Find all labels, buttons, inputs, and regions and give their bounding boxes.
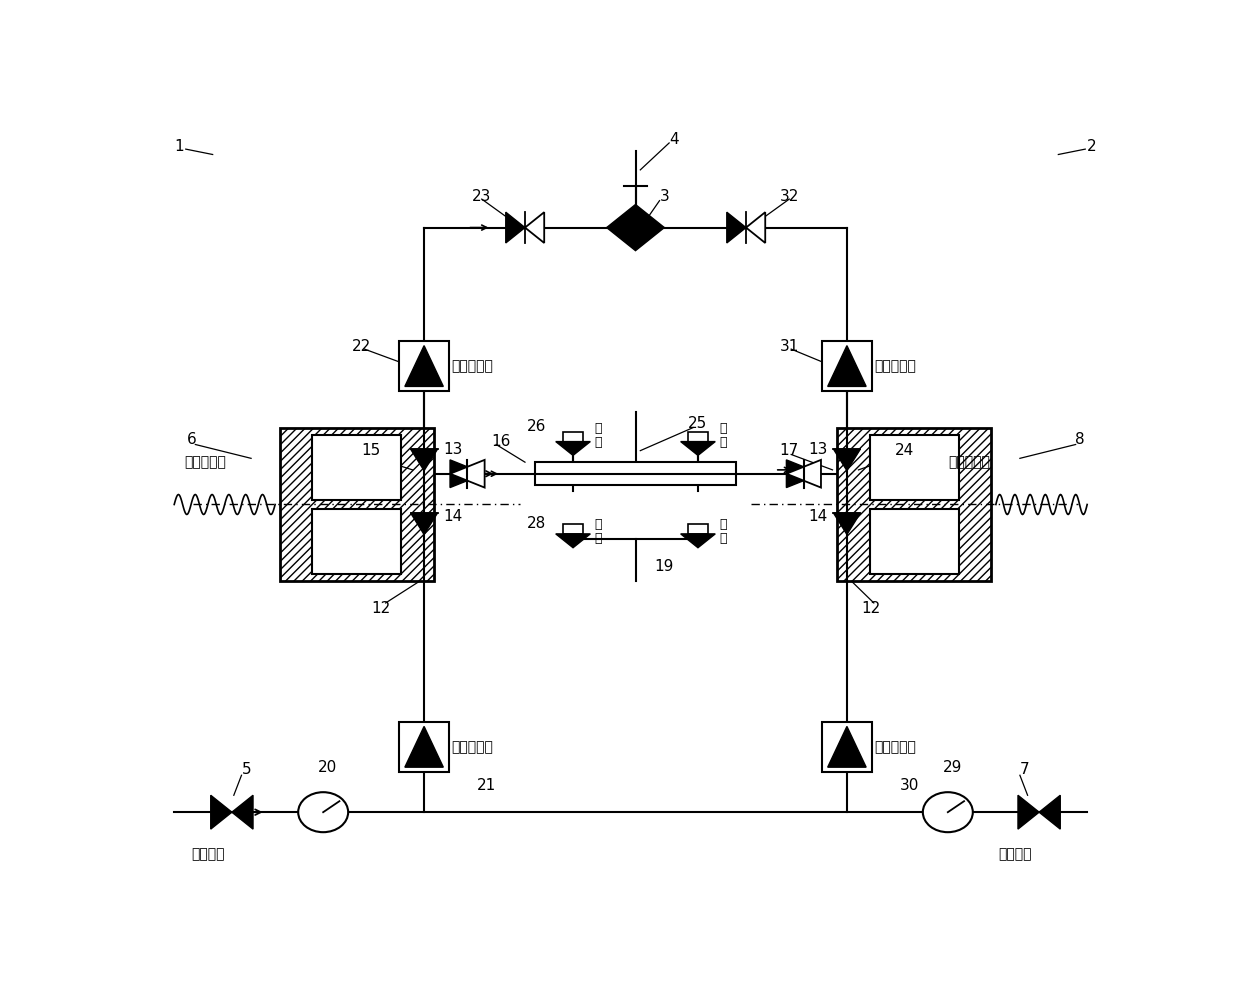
Text: 常
开: 常 开	[719, 422, 727, 449]
Text: 15: 15	[362, 444, 381, 459]
Text: 2: 2	[1087, 139, 1097, 154]
Polygon shape	[828, 726, 866, 767]
Polygon shape	[828, 346, 866, 387]
Text: 14: 14	[443, 508, 463, 523]
Bar	[822, 722, 872, 772]
Text: 23: 23	[472, 189, 491, 205]
Text: 12: 12	[371, 600, 391, 615]
Text: 左路总阀: 左路总阀	[191, 847, 224, 861]
Bar	[869, 436, 959, 500]
Text: 21: 21	[477, 778, 496, 793]
Text: 8: 8	[1075, 432, 1084, 447]
Polygon shape	[556, 442, 590, 456]
Polygon shape	[450, 460, 485, 488]
Text: 一级减压阀: 一级减压阀	[874, 740, 915, 754]
Text: 13: 13	[443, 442, 463, 457]
Circle shape	[923, 792, 973, 832]
Text: 29: 29	[942, 760, 962, 775]
Text: 31: 31	[780, 340, 799, 355]
Text: 二级减压阀: 二级减压阀	[451, 359, 492, 373]
Text: 25: 25	[688, 417, 708, 432]
Bar	[534, 463, 737, 486]
Polygon shape	[232, 795, 253, 829]
Text: 一级减压阀: 一级减压阀	[451, 740, 492, 754]
Bar	[399, 722, 449, 772]
Text: 32: 32	[780, 189, 799, 205]
Polygon shape	[606, 205, 665, 228]
Polygon shape	[746, 212, 765, 243]
Polygon shape	[833, 512, 861, 534]
Text: 24: 24	[895, 444, 914, 459]
Text: 17: 17	[780, 444, 799, 459]
Text: 3: 3	[660, 189, 670, 205]
Polygon shape	[606, 228, 665, 251]
Text: 6: 6	[187, 432, 196, 447]
Text: 13: 13	[808, 442, 828, 457]
Polygon shape	[404, 346, 444, 387]
Text: 常
开: 常 开	[594, 422, 601, 449]
Text: 14: 14	[808, 508, 828, 523]
Polygon shape	[404, 726, 444, 767]
Bar	[837, 428, 991, 581]
Polygon shape	[1039, 795, 1060, 829]
Text: 4: 4	[670, 132, 678, 147]
Text: 30: 30	[900, 778, 919, 793]
Polygon shape	[506, 212, 525, 243]
Text: 常
闭: 常 闭	[719, 517, 727, 544]
Polygon shape	[786, 460, 821, 488]
Text: 26: 26	[527, 419, 546, 434]
Bar	[280, 428, 434, 581]
Text: 自动切换阀: 自动切换阀	[184, 456, 226, 470]
Bar	[688, 524, 708, 533]
Text: 28: 28	[527, 516, 546, 531]
Bar	[688, 432, 708, 442]
Text: 常
闭: 常 闭	[594, 517, 601, 544]
Polygon shape	[1018, 795, 1039, 829]
Circle shape	[298, 792, 348, 832]
Polygon shape	[410, 450, 438, 471]
Polygon shape	[525, 212, 544, 243]
Bar	[869, 509, 959, 573]
Bar	[312, 436, 402, 500]
Text: 19: 19	[655, 558, 675, 573]
Polygon shape	[727, 212, 746, 243]
Polygon shape	[410, 512, 438, 534]
Polygon shape	[681, 533, 715, 547]
Polygon shape	[786, 460, 821, 488]
Text: 20: 20	[319, 760, 337, 775]
Bar	[312, 509, 402, 573]
Polygon shape	[681, 442, 715, 456]
Text: 7: 7	[1019, 762, 1029, 777]
Bar	[399, 341, 449, 391]
Text: 22: 22	[352, 340, 371, 355]
Text: 右路总阀: 右路总阀	[998, 847, 1032, 861]
Polygon shape	[556, 533, 590, 547]
Text: 二级减压阀: 二级减压阀	[874, 359, 915, 373]
Bar	[563, 432, 583, 442]
Text: 12: 12	[862, 600, 880, 615]
Text: 5: 5	[242, 762, 252, 777]
Text: 自动切换阀: 自动切换阀	[947, 456, 990, 470]
Bar	[563, 524, 583, 533]
Bar	[822, 341, 872, 391]
Text: 1: 1	[174, 139, 184, 154]
Polygon shape	[450, 460, 485, 488]
Text: 16: 16	[491, 434, 511, 449]
Polygon shape	[833, 450, 861, 471]
Polygon shape	[211, 795, 232, 829]
